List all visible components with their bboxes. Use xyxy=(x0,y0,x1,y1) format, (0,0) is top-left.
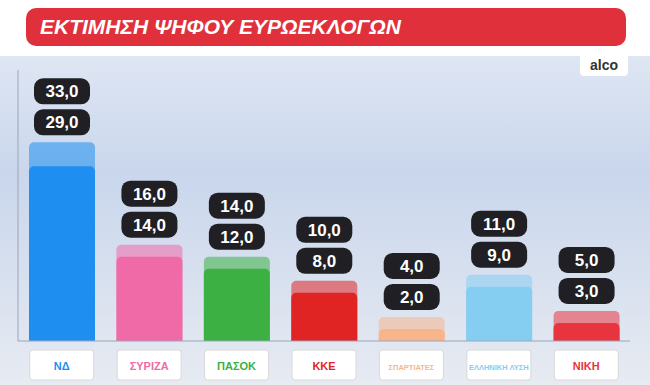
svg-text:ΝΔ: ΝΔ xyxy=(54,360,70,372)
svg-text:11,0: 11,0 xyxy=(483,215,515,234)
svg-text:9,0: 9,0 xyxy=(487,246,511,265)
svg-text:2,0: 2,0 xyxy=(400,288,424,307)
svg-text:ΣΥΡΙΖΑ: ΣΥΡΙΖΑ xyxy=(130,360,169,372)
svg-text:8,0: 8,0 xyxy=(312,252,336,271)
svg-text:ΕΛΛΗΝΙΚΗ ΛΥΣΗ: ΕΛΛΗΝΙΚΗ ΛΥΣΗ xyxy=(469,363,529,372)
html-text:alco: alco xyxy=(590,57,618,73)
svg-text:ΚΚΕ: ΚΚΕ xyxy=(312,360,335,372)
svg-text:29,0: 29,0 xyxy=(45,113,78,132)
svg-text:4,0: 4,0 xyxy=(400,257,424,276)
svg-text:5,0: 5,0 xyxy=(575,251,599,270)
svg-text:10,0: 10,0 xyxy=(308,221,341,240)
svg-text:12,0: 12,0 xyxy=(220,228,253,247)
svg-text:ΝΙΚΗ: ΝΙΚΗ xyxy=(573,360,600,372)
svg-text:16,0: 16,0 xyxy=(133,185,166,204)
svg-text:33,0: 33,0 xyxy=(45,82,78,101)
svg-text:ΣΠΑΡΤΙΑΤΕΣ: ΣΠΑΡΤΙΑΤΕΣ xyxy=(388,363,434,372)
html-text:ΕΚΤΙΜΗΣΗ ΨΗΦΟΥ ΕΥΡΩΕΚΛΟΓΩΝ: ΕΚΤΙΜΗΣΗ ΨΗΦΟΥ ΕΥΡΩΕΚΛΟΓΩΝ xyxy=(40,15,401,38)
svg-text:ΠΑΣΟΚ: ΠΑΣΟΚ xyxy=(217,360,256,372)
svg-text:14,0: 14,0 xyxy=(133,216,166,235)
svg-text:14,0: 14,0 xyxy=(220,197,253,216)
svg-text:3,0: 3,0 xyxy=(575,282,599,301)
